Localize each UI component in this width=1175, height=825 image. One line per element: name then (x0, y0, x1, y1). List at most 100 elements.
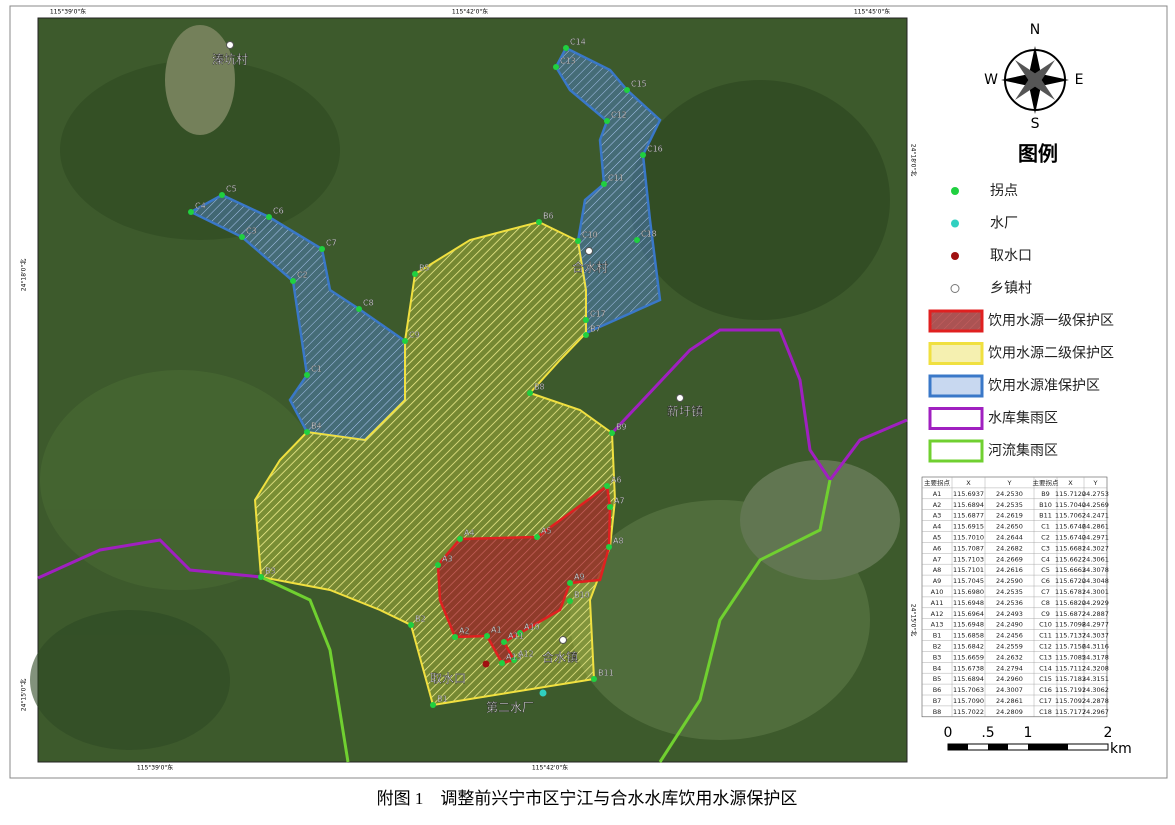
table-cell: 24.2861 (996, 697, 1023, 705)
table-cell: 115.6980 (953, 588, 984, 596)
table-cell: 115.7098 (1055, 621, 1086, 629)
table-cell: C15 (1039, 675, 1052, 683)
table-cell: C2 (1041, 533, 1050, 541)
point-label: C9 (409, 331, 420, 340)
table-cell: 24.3037 (1082, 632, 1109, 640)
table-cell: 115.6681 (1055, 544, 1086, 552)
table-cell: 24.2650 (996, 523, 1023, 531)
outer-frame (9, 5, 1168, 779)
table-cell: 24.2682 (996, 544, 1023, 552)
table-cell: C16 (1039, 686, 1052, 694)
point-label: A8 (613, 537, 624, 546)
table-cell: 24.2490 (996, 621, 1023, 629)
grid-label: 115°42'0"东 (452, 8, 488, 16)
table-cell: B8 (933, 708, 942, 716)
turning-point (583, 317, 589, 323)
scale-unit: km (1110, 741, 1132, 757)
point-label: B10 (574, 591, 590, 600)
grid-label: 115°39'0"东 (50, 8, 86, 16)
table-cell: C12 (1039, 642, 1052, 650)
turning-point (412, 271, 418, 277)
legend-title: 图例 (1018, 142, 1058, 166)
table-cell: 24.2887 (1082, 610, 1109, 618)
table-cell: 115.7085 (1055, 653, 1086, 661)
point-label: A4 (464, 529, 475, 538)
table-cell: A3 (933, 512, 942, 520)
table-cell: A9 (933, 577, 942, 585)
point-label: C2 (297, 271, 308, 280)
table-cell: 24.3007 (996, 686, 1023, 694)
turning-point (606, 544, 612, 550)
table-cell: B11 (1039, 512, 1052, 520)
table-cell: 24.2644 (996, 533, 1023, 541)
table-cell: X (1068, 479, 1073, 487)
table-cell: A10 (931, 588, 944, 596)
table-cell: 115.6894 (953, 675, 984, 683)
table-cell: B3 (933, 653, 942, 661)
point-label: B6 (543, 212, 554, 221)
table-cell: C18 (1039, 708, 1052, 716)
point-label: C1 (311, 365, 322, 374)
point-label: A10 (524, 623, 540, 632)
table-cell: 115.6746 (1055, 523, 1086, 531)
point-label: C7 (326, 239, 337, 248)
legend-label: 饮用水源一级保护区 (988, 313, 1114, 329)
turning-point (601, 181, 607, 187)
turning-point (304, 429, 310, 435)
turning-point (319, 246, 325, 252)
table-cell: 24.2929 (1082, 599, 1109, 607)
table-cell: B2 (933, 642, 942, 650)
place-label: 合水村 (572, 260, 608, 275)
compass-w: W (984, 72, 998, 88)
table-cell: C17 (1039, 697, 1052, 705)
place-label: 新圩镇 (667, 404, 703, 419)
compass-s: S (1031, 116, 1040, 132)
table-cell: 115.7177 (1055, 708, 1086, 716)
table-cell: B10 (1039, 501, 1052, 509)
turning-point (499, 660, 505, 666)
table-cell: 115.6842 (953, 642, 984, 650)
turning-point (408, 622, 414, 628)
river-catchment (658, 479, 832, 763)
turning-points: C14 C13 C15 C12 C16 C11 C10 C18 C17 B7 B6 B5 C9 B8 B9 B… (188, 37, 703, 715)
legend-label: 饮用水源准保护区 (988, 378, 1100, 394)
legend: 拐点水厂取水口乡镇村饮用水源一级保护区饮用水源二级保护区饮用水源准保护区水库集雨… (928, 183, 1114, 463)
table-cell: 24.2861 (1082, 523, 1109, 531)
table-cell: 24.3001 (1082, 588, 1109, 596)
table-cell: 24.2616 (996, 566, 1023, 574)
table-cell: 24.3208 (1082, 664, 1109, 672)
scale-bar: 0 .5 1 2km (944, 725, 1132, 757)
legend-label: 河流集雨区 (988, 442, 1058, 459)
legend-symbol (951, 219, 959, 228)
turning-point (258, 574, 264, 580)
point-label: A9 (574, 573, 585, 582)
scale-segment (948, 744, 968, 750)
turning-point (583, 332, 589, 338)
table-cell: 115.6820 (1055, 599, 1086, 607)
scale-label: 1 (1024, 725, 1033, 741)
grid-label: 115°45'0"东 (854, 8, 890, 16)
point-label: A6 (611, 476, 622, 485)
point-label: B5 (419, 264, 430, 273)
legend-symbol (928, 439, 984, 463)
legend-symbol (951, 187, 959, 195)
table-cell: C13 (1039, 653, 1052, 661)
table-cell: 24.3061 (1082, 555, 1109, 563)
turning-point (457, 536, 463, 542)
table-cell: 115.6738 (953, 664, 984, 672)
legend-symbol (928, 342, 984, 365)
point-label: C14 (570, 38, 586, 47)
table-cell: 24.3027 (1082, 544, 1109, 552)
point-label: B9 (616, 423, 627, 432)
legend-symbol (928, 374, 984, 398)
table-cell: B4 (933, 664, 942, 672)
table-cell: B5 (933, 675, 942, 683)
table-cell: 115.6659 (953, 653, 984, 661)
caption: 附图 1 调整前兴宁市区宁江与合水水库饮用水源保护区 (377, 789, 798, 808)
compass-e: E (1075, 72, 1084, 88)
point-label: C18 (641, 230, 657, 239)
table-cell: 115.7092 (1055, 697, 1086, 705)
legend-label: 饮用水源二级保护区 (988, 346, 1114, 362)
point-label: A11 (508, 632, 524, 641)
table-cell: A4 (933, 523, 942, 531)
